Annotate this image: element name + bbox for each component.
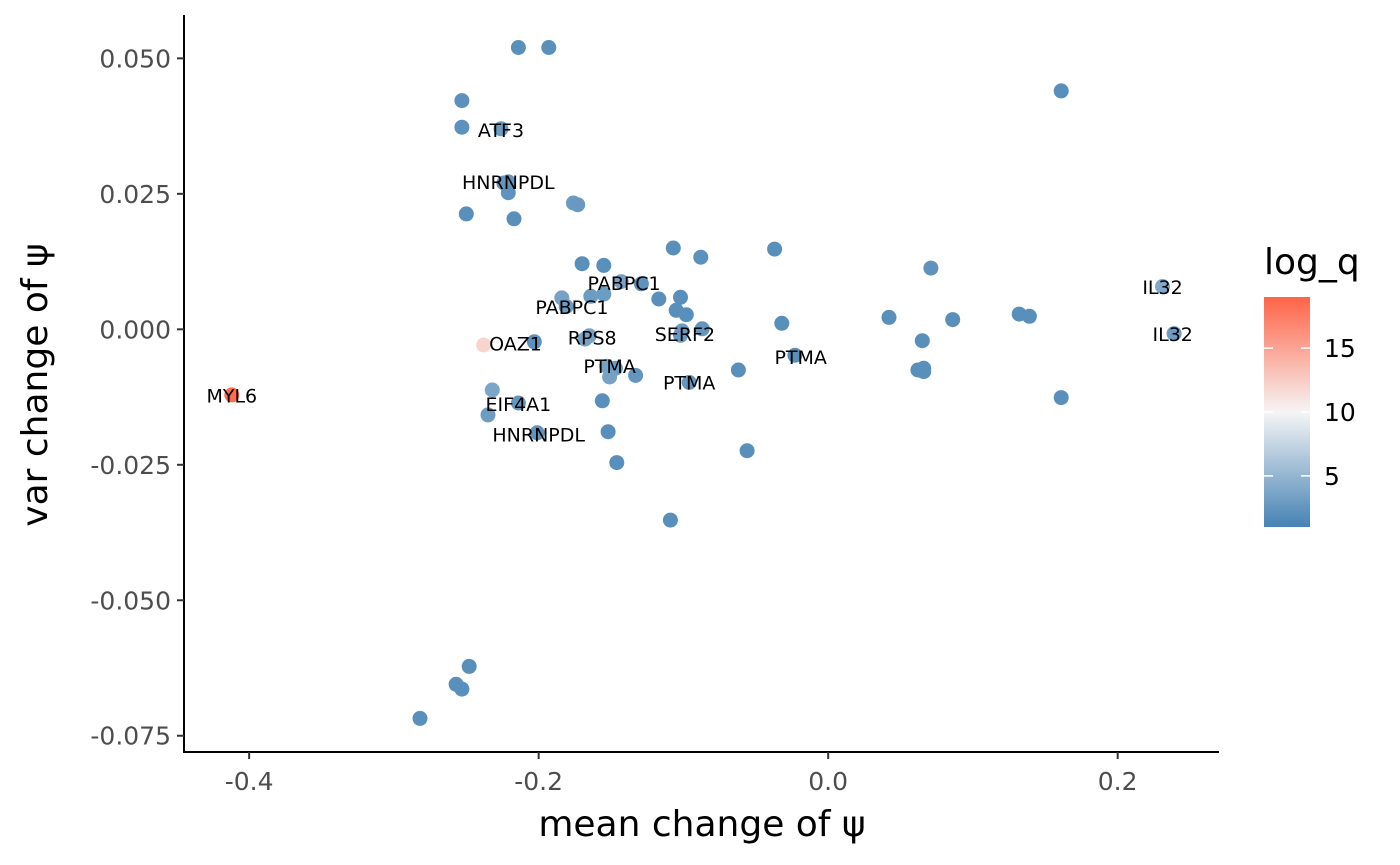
data-point (577, 331, 593, 347)
data-point (787, 347, 803, 363)
point-label: PTMA (663, 372, 715, 394)
point-label: RPS8 (568, 327, 617, 349)
point-label: SERF2 (655, 324, 715, 346)
data-point (767, 241, 783, 257)
data-point (484, 382, 500, 398)
point-label: OAZ1 (489, 333, 542, 355)
x-tick-label: -0.2 (514, 767, 563, 796)
data-point (454, 681, 470, 697)
data-point (613, 274, 629, 290)
x-tick-label: 0.2 (1098, 767, 1138, 796)
y-tick-label: -0.075 (90, 722, 171, 751)
data-point (739, 443, 755, 459)
data-point (1155, 279, 1170, 294)
data-point (1021, 308, 1037, 324)
legend-tick-label: 10 (1324, 398, 1356, 427)
data-point (500, 185, 516, 201)
x-tick-label: 0.0 (808, 767, 848, 796)
data-point (510, 40, 526, 55)
data-point (412, 710, 428, 726)
point-label: PABPC1 (588, 273, 661, 295)
data-point (500, 174, 516, 190)
point-labels-layer: ATF3 HNRNPDL PABPC1 IL32 PABPC1 RPS8 SERF2 IL32… (206, 120, 1192, 447)
data-point (506, 211, 522, 227)
data-point (596, 257, 612, 273)
y-tick-label: 0.050 (99, 44, 171, 73)
color-legend: log_q 5 10 15 (1264, 242, 1360, 527)
point-label: MYL6 (206, 385, 257, 407)
data-point (914, 333, 930, 349)
data-point (673, 327, 688, 343)
y-tick-label: 0.000 (99, 315, 171, 344)
data-point (923, 260, 939, 276)
data-point (730, 362, 746, 378)
point-label: IL32 (1142, 277, 1182, 299)
legend-ticks: 5 10 15 (1264, 334, 1356, 491)
data-point (774, 315, 790, 331)
data-point (693, 249, 709, 265)
data-point (224, 387, 240, 403)
data-point (476, 337, 492, 353)
data-point (665, 240, 681, 256)
data-point (673, 289, 688, 305)
y-tick-label: -0.025 (90, 451, 171, 480)
points-layer (224, 40, 1182, 726)
data-point (493, 121, 509, 137)
data-point (678, 307, 694, 323)
data-point (529, 425, 545, 441)
data-point (945, 312, 961, 328)
data-point (1053, 390, 1069, 406)
data-point (480, 407, 496, 423)
point-label: HNRNPDL (462, 172, 555, 194)
data-point (558, 299, 574, 314)
data-point (602, 369, 618, 385)
data-point (628, 367, 644, 383)
data-point (454, 119, 470, 135)
x-axis-ticks: -0.4 -0.2 0.0 0.2 (225, 752, 1138, 796)
data-point (574, 256, 590, 272)
x-axis-title: mean change of ψ (538, 804, 865, 845)
data-point (633, 276, 649, 292)
data-point (570, 197, 586, 213)
y-axis-title: var change of ψ (15, 243, 56, 526)
y-tick-label: -0.050 (90, 586, 171, 615)
data-point (1053, 83, 1069, 99)
data-point (681, 374, 697, 390)
data-point (881, 309, 897, 325)
x-tick-label: -0.4 (225, 767, 274, 796)
data-point (916, 364, 932, 380)
data-point (583, 288, 599, 304)
data-point (694, 321, 710, 337)
point-label: ATF3 (478, 120, 524, 142)
point-label: PTMA (774, 347, 826, 369)
data-point (541, 40, 557, 55)
data-point (458, 206, 474, 222)
data-point (600, 424, 616, 440)
data-point (461, 658, 477, 674)
point-label: HNRNPDL (492, 424, 585, 446)
point-label: PABPC1 (535, 297, 608, 319)
legend-tick-label: 15 (1324, 334, 1356, 363)
data-point (526, 334, 542, 350)
data-point (594, 393, 610, 409)
legend-tick-label: 5 (1324, 462, 1340, 491)
data-point (1166, 326, 1182, 342)
point-label: PTMA (583, 356, 635, 378)
legend-title: log_q (1264, 242, 1360, 283)
data-point (454, 93, 470, 109)
data-point (596, 286, 612, 302)
data-point (609, 455, 625, 471)
y-axis-ticks: 0.050 0.025 0.000 -0.025 -0.050 -0.075 (90, 44, 184, 751)
data-point (662, 512, 678, 528)
point-label: EIF4A1 (486, 394, 552, 416)
y-tick-label: 0.025 (99, 180, 171, 209)
point-label: IL32 (1153, 324, 1193, 346)
data-point (651, 291, 667, 307)
data-point (510, 395, 526, 411)
